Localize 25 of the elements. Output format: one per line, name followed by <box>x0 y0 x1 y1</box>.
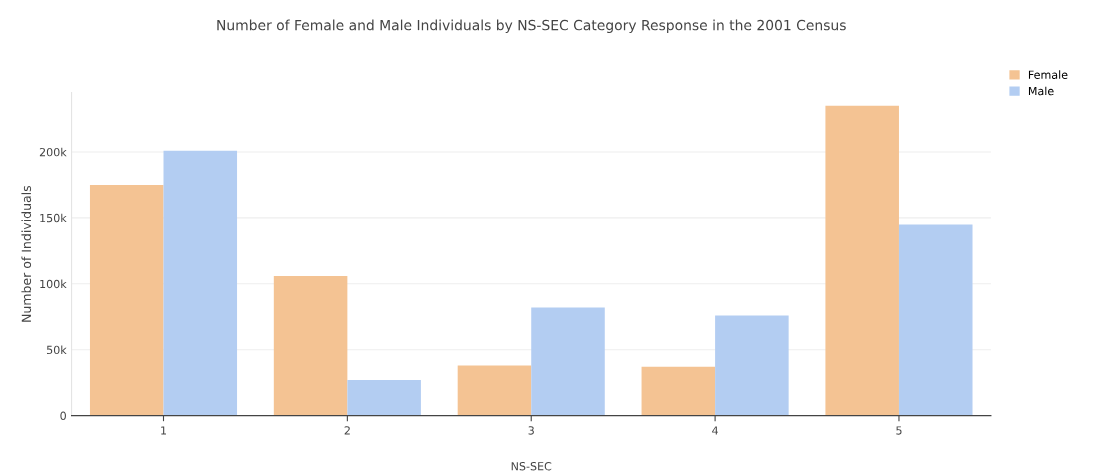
bar <box>641 366 716 416</box>
y-tick-label: 150k <box>40 213 67 223</box>
bar <box>163 150 238 416</box>
x-tick-label: 2 <box>344 426 350 435</box>
bar <box>273 275 348 416</box>
bar <box>715 315 789 416</box>
bar <box>347 380 421 416</box>
y-tick-label: 50k <box>46 345 67 355</box>
bar <box>89 184 164 416</box>
bar <box>825 105 899 416</box>
bar <box>531 307 605 416</box>
legend-label: Female <box>1028 70 1068 79</box>
x-tick-label: 3 <box>528 426 534 435</box>
y-axis-title: Number of Individuals <box>21 185 32 322</box>
x-axis-title: NS-SEC <box>511 461 552 471</box>
y-tick-label: 100k <box>40 279 67 289</box>
y-tick-label: 0 <box>60 411 66 420</box>
chart-title: Number of Female and Male Individuals by NS-SEC Category Response in the 2001 Census <box>217 19 846 34</box>
bar <box>457 365 532 416</box>
legend-label: Male <box>1028 86 1054 96</box>
x-tick-label: 4 <box>712 426 719 435</box>
x-tick-label: 5 <box>896 426 902 435</box>
bar <box>898 224 973 416</box>
y-tick-label: 200k <box>39 147 67 157</box>
x-tick-label: 1 <box>161 426 167 435</box>
